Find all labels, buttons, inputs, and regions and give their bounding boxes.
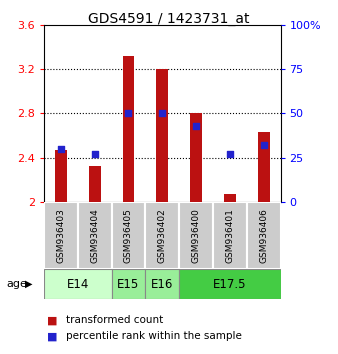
Text: transformed count: transformed count — [66, 315, 163, 325]
Text: GSM936401: GSM936401 — [225, 208, 234, 263]
Text: E14: E14 — [67, 278, 89, 291]
Bar — [122, 56, 134, 202]
Text: GSM936406: GSM936406 — [259, 208, 268, 263]
Text: ■: ■ — [47, 315, 58, 325]
Bar — [44, 269, 112, 299]
Bar — [145, 269, 179, 299]
Bar — [258, 132, 269, 202]
Bar — [224, 194, 236, 202]
Bar — [55, 150, 67, 202]
Bar — [179, 269, 281, 299]
Text: ▶: ▶ — [25, 279, 33, 289]
Text: GSM936402: GSM936402 — [158, 208, 167, 263]
Text: GSM936400: GSM936400 — [192, 208, 200, 263]
Point — [160, 110, 165, 116]
Point — [126, 110, 131, 116]
Point — [193, 123, 199, 129]
Bar — [145, 202, 179, 269]
Point — [58, 146, 64, 152]
Text: E15: E15 — [117, 278, 140, 291]
Text: E17.5: E17.5 — [213, 278, 247, 291]
Bar — [156, 69, 168, 202]
Bar — [89, 166, 100, 202]
Bar — [179, 202, 213, 269]
Point — [261, 142, 266, 148]
Bar — [44, 202, 78, 269]
Text: ■: ■ — [47, 331, 58, 341]
Bar — [112, 202, 145, 269]
Text: GDS4591 / 1423731_at: GDS4591 / 1423731_at — [88, 12, 250, 27]
Text: GSM936404: GSM936404 — [90, 208, 99, 263]
Point — [227, 151, 233, 157]
Text: GSM936405: GSM936405 — [124, 208, 133, 263]
Bar — [190, 113, 202, 202]
Bar — [78, 202, 112, 269]
Point — [92, 151, 97, 157]
Bar — [247, 202, 281, 269]
Bar — [213, 202, 247, 269]
Text: E16: E16 — [151, 278, 173, 291]
Text: percentile rank within the sample: percentile rank within the sample — [66, 331, 242, 341]
Bar — [112, 269, 145, 299]
Text: GSM936403: GSM936403 — [56, 208, 65, 263]
Text: age: age — [7, 279, 28, 289]
